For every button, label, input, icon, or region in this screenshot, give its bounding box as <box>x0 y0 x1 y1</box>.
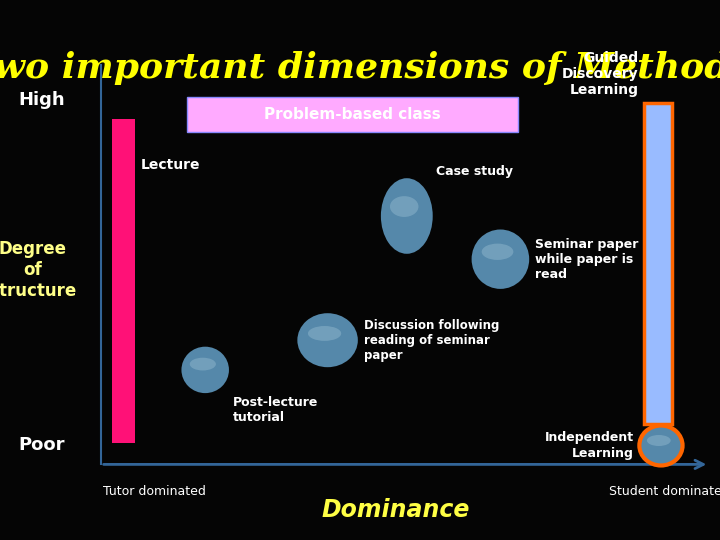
Ellipse shape <box>482 244 513 260</box>
Text: High: High <box>18 91 65 109</box>
Ellipse shape <box>472 230 529 289</box>
Text: Poor: Poor <box>18 436 65 455</box>
Ellipse shape <box>639 426 683 465</box>
Text: Lecture: Lecture <box>140 158 200 172</box>
Ellipse shape <box>390 196 418 217</box>
Bar <box>644 103 672 424</box>
Text: Independent
Learning: Independent Learning <box>544 431 634 460</box>
Text: Discussion following
reading of seminar
paper: Discussion following reading of seminar … <box>364 319 499 362</box>
Text: Case study: Case study <box>436 165 513 178</box>
Text: Two important dimensions of Methods: Two important dimensions of Methods <box>0 51 720 85</box>
Ellipse shape <box>190 357 216 370</box>
Ellipse shape <box>297 313 358 367</box>
Bar <box>187 97 518 132</box>
Ellipse shape <box>308 326 341 341</box>
Text: Tutor dominated: Tutor dominated <box>104 485 206 498</box>
Text: Post-lecture
tutorial: Post-lecture tutorial <box>233 396 318 424</box>
Ellipse shape <box>181 347 229 393</box>
Text: Student dominated: Student dominated <box>609 485 720 498</box>
Text: Dominance: Dominance <box>322 498 470 522</box>
Text: Problem-based class: Problem-based class <box>264 107 441 122</box>
Bar <box>112 119 135 443</box>
Text: Seminar paper
while paper is
read: Seminar paper while paper is read <box>535 238 639 281</box>
Ellipse shape <box>381 178 433 254</box>
Text: Degree
of
Structure: Degree of Structure <box>0 240 77 300</box>
Ellipse shape <box>647 435 671 446</box>
Text: Guided
Discovery
Learning: Guided Discovery Learning <box>562 51 639 97</box>
